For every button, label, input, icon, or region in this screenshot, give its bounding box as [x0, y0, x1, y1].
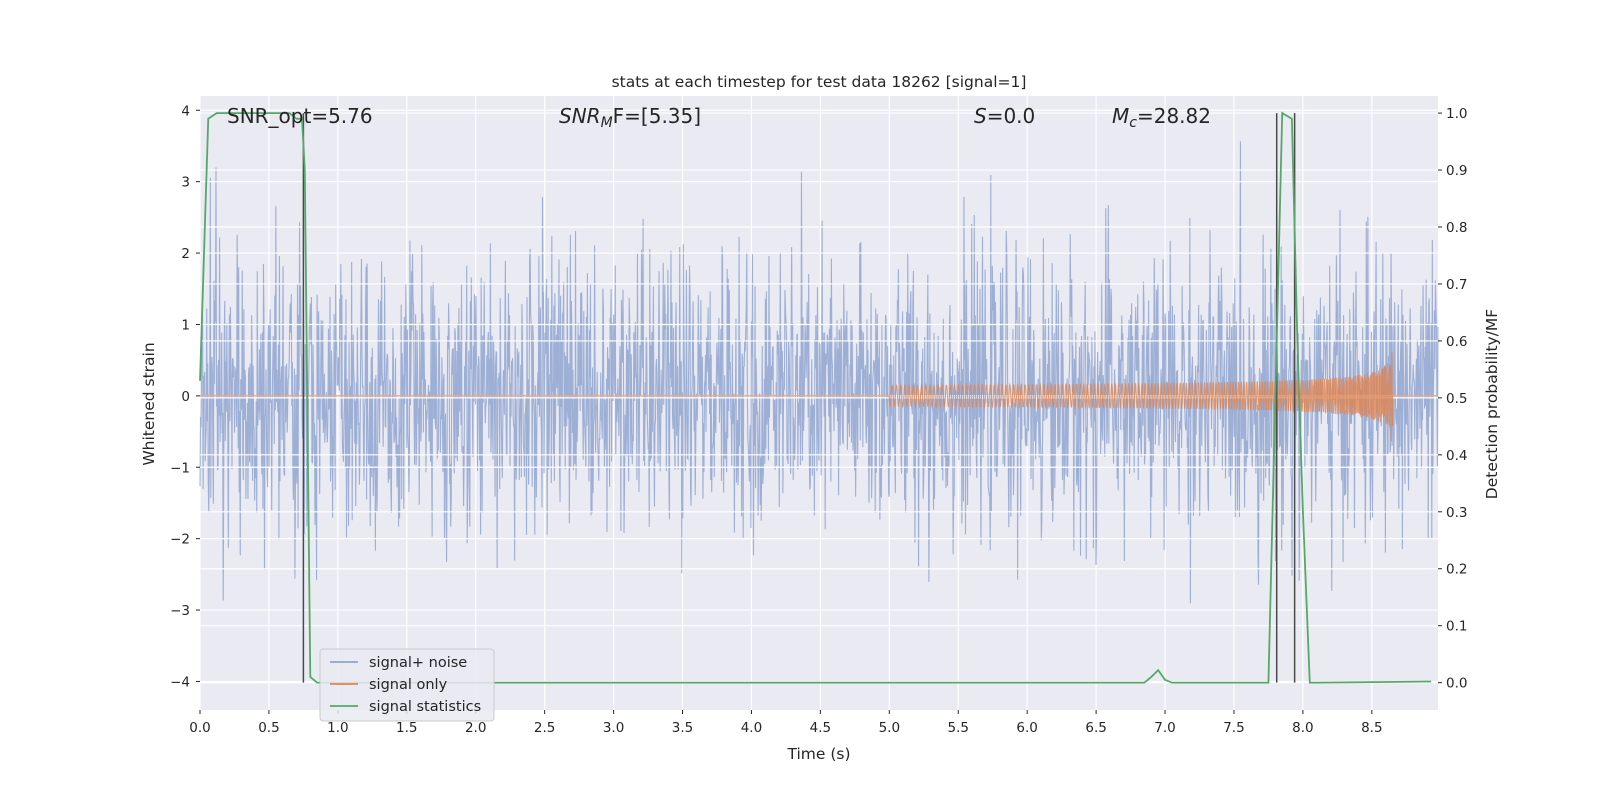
- y-right-tick-label: 1.0: [1446, 106, 1467, 122]
- y-left-tick-label: −4: [170, 674, 190, 690]
- annotation-snr-mf: SNRMF=[5.35]: [559, 104, 701, 131]
- y-right-tick-label: 0.5: [1446, 391, 1467, 407]
- legend-label-signal-statistics: signal statistics: [369, 699, 481, 715]
- x-tick-label: 2.0: [465, 720, 486, 736]
- y-right-tick-label: 0.0: [1446, 676, 1467, 692]
- x-tick-label: 3.5: [672, 720, 693, 736]
- series-signal-statistics: [199, 111, 1432, 684]
- snr-mf-sub: M: [601, 115, 613, 131]
- y-left-tick-label: 0: [181, 389, 190, 405]
- y-right-tick-label: 0.4: [1446, 448, 1467, 464]
- x-tick-label: 3.0: [603, 720, 624, 736]
- legend: signal+ noise signal only signal statist…: [319, 648, 495, 722]
- y-right-tick-label: 0.9: [1446, 163, 1467, 179]
- x-tick-label: 8.5: [1361, 720, 1382, 736]
- y-axis-left-label: Whitened strain: [140, 342, 158, 465]
- x-tick-label: 0.5: [258, 720, 279, 736]
- x-tick-label: 1.5: [396, 720, 417, 736]
- x-tick-label: 6.5: [1085, 720, 1106, 736]
- annotation-snr-opt: SNR_opt=5.76: [227, 104, 373, 128]
- y-left-tick-label: −2: [170, 532, 190, 548]
- s-rest: =0.0: [987, 104, 1036, 128]
- x-tick-label: 4.5: [810, 720, 831, 736]
- series-signal-only: [200, 352, 1438, 442]
- x-axis-ticks: 0.0 0.5 1.0 1.5 2.0 2.5 3.0 3.5 4.0 4.5 5.0 5.5 6.0 6…: [189, 710, 1383, 736]
- x-tick-label: 8.0: [1292, 720, 1313, 736]
- x-tick-label: 1.0: [327, 720, 348, 736]
- y-left-tick-label: 3: [181, 175, 190, 191]
- annotation-mc: Mc=28.82: [1112, 104, 1211, 131]
- y-right-tick-label: 0.2: [1446, 562, 1467, 578]
- y-axis-left-ticks: 4 3 2 1 0 −1 −2 −3 −4: [170, 103, 200, 690]
- y-right-tick-label: 0.1: [1446, 619, 1467, 635]
- signal-only-line: [200, 352, 1438, 442]
- s-main: S: [974, 104, 987, 128]
- snr-mf-rest: F=[5.35]: [613, 104, 701, 128]
- y-left-tick-label: 2: [181, 246, 190, 262]
- mc-rest: =28.82: [1137, 104, 1211, 128]
- y-left-tick-label: 4: [181, 103, 190, 119]
- y-right-tick-label: 0.7: [1446, 277, 1467, 293]
- signal-noise-line: [199, 141, 1439, 604]
- x-tick-label: 6.0: [1016, 720, 1037, 736]
- y-left-tick-label: −1: [170, 460, 190, 476]
- annotation-s: S=0.0: [974, 104, 1035, 128]
- legend-label-signal-only: signal only: [369, 677, 448, 693]
- mc-main: M: [1112, 104, 1129, 128]
- y-left-tick-label: −3: [170, 603, 190, 619]
- y-right-tick-label: 0.8: [1446, 220, 1467, 236]
- snr-mf-main: SNR: [559, 104, 601, 128]
- signal-statistics-line: [199, 111, 1432, 684]
- legend-box: [319, 648, 495, 722]
- y-right-tick-label: 0.6: [1446, 334, 1467, 350]
- x-tick-label: 5.5: [947, 720, 968, 736]
- x-tick-label: 4.0: [741, 720, 762, 736]
- x-axis-label: Time (s): [786, 745, 850, 763]
- y-right-tick-label: 0.3: [1446, 505, 1467, 521]
- x-tick-label: 2.5: [534, 720, 555, 736]
- mc-sub: c: [1129, 115, 1137, 131]
- y-left-tick-label: 1: [181, 317, 190, 333]
- x-tick-label: 7.5: [1223, 720, 1244, 736]
- x-tick-label: 5.0: [879, 720, 900, 736]
- legend-label-signal-noise: signal+ noise: [369, 655, 467, 671]
- x-tick-label: 0.0: [189, 720, 210, 736]
- x-tick-label: 7.0: [1154, 720, 1175, 736]
- y-axis-right-label: Detection probability/MF: [1483, 309, 1501, 500]
- chart-title: stats at each timestep for test data 182…: [612, 73, 1027, 91]
- y-axis-right-ticks: 1.0 0.9 0.8 0.7 0.6 0.5 0.4 0.3 0.2 0.1 0.0: [1438, 106, 1467, 692]
- series-signal-noise: [199, 141, 1439, 604]
